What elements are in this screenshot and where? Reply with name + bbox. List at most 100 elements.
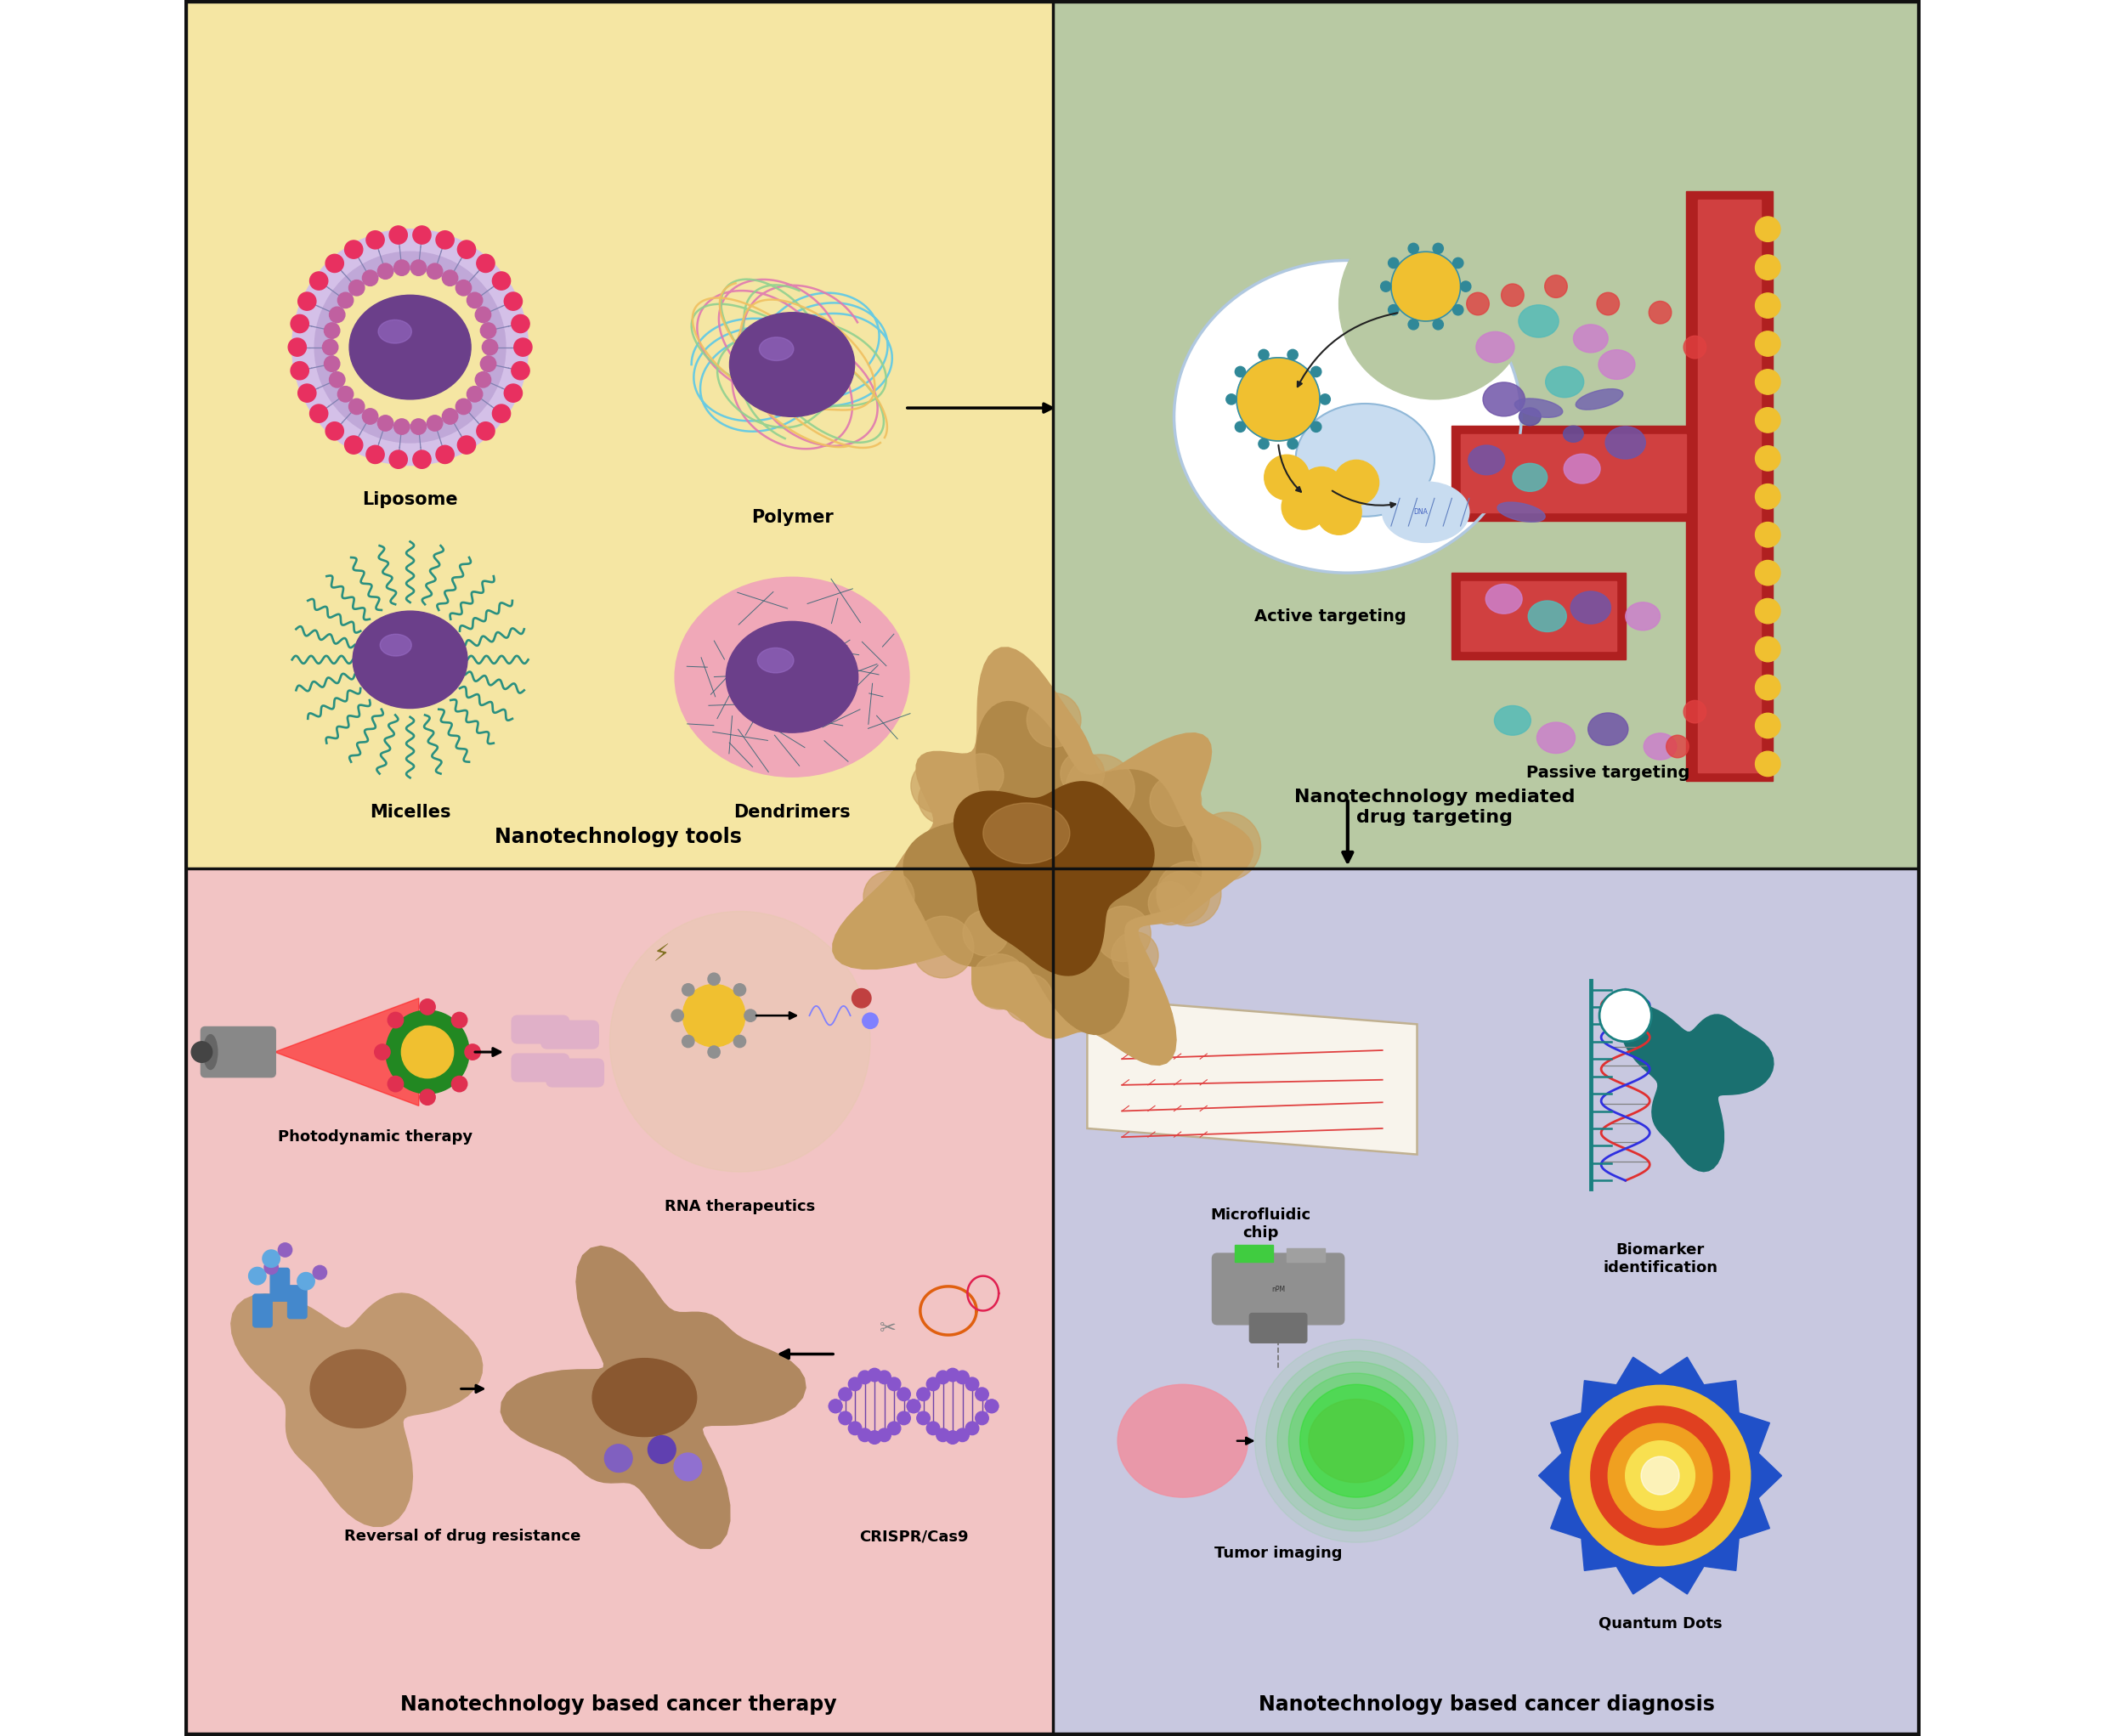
Circle shape [1027,693,1082,746]
Circle shape [907,1399,920,1413]
Bar [1686,191,1772,781]
Circle shape [326,422,343,441]
Circle shape [1259,439,1269,450]
FancyBboxPatch shape [541,1021,598,1049]
Circle shape [1282,484,1326,529]
Circle shape [248,1267,265,1285]
Ellipse shape [1497,502,1545,523]
Circle shape [299,384,316,403]
Circle shape [482,339,497,354]
Circle shape [297,1272,314,1290]
Text: CRISPR/Cas9: CRISPR/Cas9 [859,1529,968,1543]
Ellipse shape [1309,1399,1404,1483]
Ellipse shape [1469,444,1505,476]
Circle shape [1265,1351,1446,1531]
Circle shape [918,774,968,825]
Circle shape [911,759,964,812]
Circle shape [1756,599,1781,623]
Text: Polymer: Polymer [751,509,834,526]
Circle shape [413,226,432,245]
Circle shape [648,1436,676,1463]
Circle shape [290,314,309,333]
Circle shape [1608,1424,1711,1528]
Circle shape [1570,1385,1751,1566]
Ellipse shape [1486,583,1522,615]
Polygon shape [274,998,419,1106]
Circle shape [263,1250,280,1267]
Circle shape [1467,292,1488,316]
Bar [1461,582,1617,651]
Circle shape [366,446,385,464]
Circle shape [838,1411,853,1425]
Ellipse shape [1383,481,1469,542]
Ellipse shape [1518,306,1558,337]
Circle shape [1684,335,1707,358]
Circle shape [918,1411,930,1425]
Circle shape [956,1429,968,1441]
Text: ⚡: ⚡ [653,943,669,967]
Circle shape [453,1076,467,1092]
Circle shape [324,356,339,372]
Circle shape [309,404,328,422]
Circle shape [362,408,379,424]
FancyBboxPatch shape [288,1285,307,1319]
Circle shape [1265,455,1309,500]
Circle shape [514,339,533,356]
Circle shape [427,264,442,279]
Circle shape [375,1043,389,1059]
Polygon shape [954,781,1154,976]
Circle shape [335,271,486,424]
Ellipse shape [1564,453,1600,484]
Ellipse shape [730,312,855,417]
Circle shape [1156,861,1221,925]
Circle shape [1461,281,1471,292]
Text: Liposome: Liposome [362,491,459,509]
Circle shape [476,253,495,273]
Circle shape [1381,281,1391,292]
Circle shape [838,1387,853,1401]
Circle shape [707,972,720,984]
Text: Passive targeting: Passive targeting [1526,764,1690,781]
Circle shape [1434,319,1444,330]
Circle shape [859,1371,871,1384]
Circle shape [1278,1361,1436,1521]
Bar [1452,573,1625,660]
Circle shape [505,384,522,403]
Ellipse shape [1587,713,1627,745]
FancyBboxPatch shape [512,1054,568,1082]
Bar [1052,0,1920,868]
Circle shape [867,1368,882,1382]
FancyBboxPatch shape [200,1026,276,1076]
Circle shape [326,253,343,273]
Circle shape [457,436,476,453]
Text: Nanotechnology based cancer diagnosis: Nanotechnology based cancer diagnosis [1259,1694,1716,1715]
Ellipse shape [1482,382,1524,417]
Circle shape [1434,243,1444,253]
Circle shape [387,1076,404,1092]
FancyBboxPatch shape [547,1059,604,1087]
Bar [1452,425,1695,521]
Circle shape [465,1043,480,1059]
Circle shape [1288,349,1299,359]
Circle shape [918,1387,930,1401]
Circle shape [480,323,497,339]
Circle shape [926,1377,939,1391]
Circle shape [1255,1340,1459,1542]
Polygon shape [834,648,1252,1066]
Circle shape [1316,490,1362,535]
Circle shape [966,1377,979,1391]
Circle shape [322,339,339,354]
Circle shape [457,279,472,295]
Circle shape [1236,366,1246,377]
Bar [1236,1245,1274,1262]
Circle shape [314,1266,326,1279]
Circle shape [377,264,394,279]
Bar [1699,200,1762,773]
Circle shape [1625,1441,1695,1510]
Circle shape [389,226,408,245]
Ellipse shape [204,1035,217,1069]
Circle shape [453,1012,467,1028]
Ellipse shape [1570,592,1610,623]
Circle shape [1756,713,1781,738]
Circle shape [345,436,362,453]
